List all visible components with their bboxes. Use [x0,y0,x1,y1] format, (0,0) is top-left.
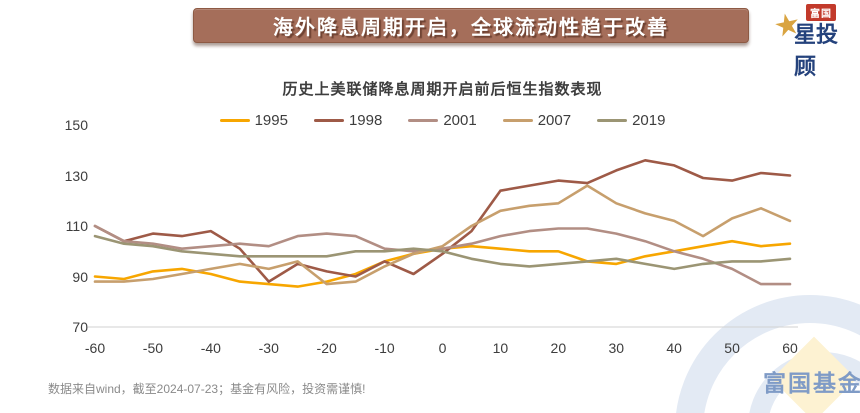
legend-item-2007: 2007 [502,112,572,129]
x-tick-label: 10 [492,340,509,356]
x-tick-label: 0 [438,340,447,356]
y-tick-label: 110 [65,218,88,234]
x-tick-label: 50 [724,340,740,356]
x-tick-label: -30 [258,340,279,356]
series-line-1998 [93,159,792,283]
banner-title: 海外降息周期开启，全球流动性趋于改善 [273,17,669,39]
x-tick-label: -40 [200,340,221,356]
x-tick-label: -10 [374,340,395,356]
y-tick-label: 70 [72,319,88,335]
legend-swatch-icon [313,119,344,122]
legend-label: 2001 [443,112,477,129]
x-tick-label: 30 [608,340,625,356]
series-line-2019 [93,234,792,271]
x-tick-label: -60 [84,340,106,356]
series-line-2001 [93,224,792,286]
legend-label: 1995 [254,112,288,129]
disclaimer-text: 数据来自wind，截至2024-07-23；基金有风险，投资需谨慎! [48,382,366,396]
header-banner: 海外降息周期开启，全球流动性趋于改善 [193,8,749,43]
brand-logo: ★ 富国 星投顾 [771,3,854,79]
x-tick-label: -50 [142,340,164,356]
chart-legend: 1995 1998 2001 2007 2019 [95,112,790,129]
legend-item-1998: 1998 [313,112,383,129]
y-tick-label: 150 [64,117,88,133]
legend-label: 2007 [537,112,572,129]
legend-swatch-icon [408,119,439,122]
legend-swatch-icon [219,119,250,122]
legend-item-2019: 2019 [597,112,665,129]
x-tick-label: -20 [316,340,337,356]
x-tick-label: 60 [782,340,798,356]
legend-swatch-icon [597,119,628,122]
legend-swatch-icon [502,119,533,122]
series-line-2007 [93,184,792,286]
x-tick-label: 20 [550,340,567,356]
chart-title: 历史上美联储降息周期开启前后恒生指数表现 [282,81,603,98]
legend-label: 1998 [348,112,383,129]
legend-item-2001: 2001 [408,112,477,129]
brand-badge: 富国 [806,4,836,21]
x-tick-label: 40 [666,340,682,356]
y-tick-label: 90 [72,268,88,285]
legend-item-1995: 1995 [219,112,288,129]
brand-name: 星投顾 [794,22,839,79]
legend-label: 2019 [632,112,666,129]
y-tick-label: 130 [64,167,88,184]
